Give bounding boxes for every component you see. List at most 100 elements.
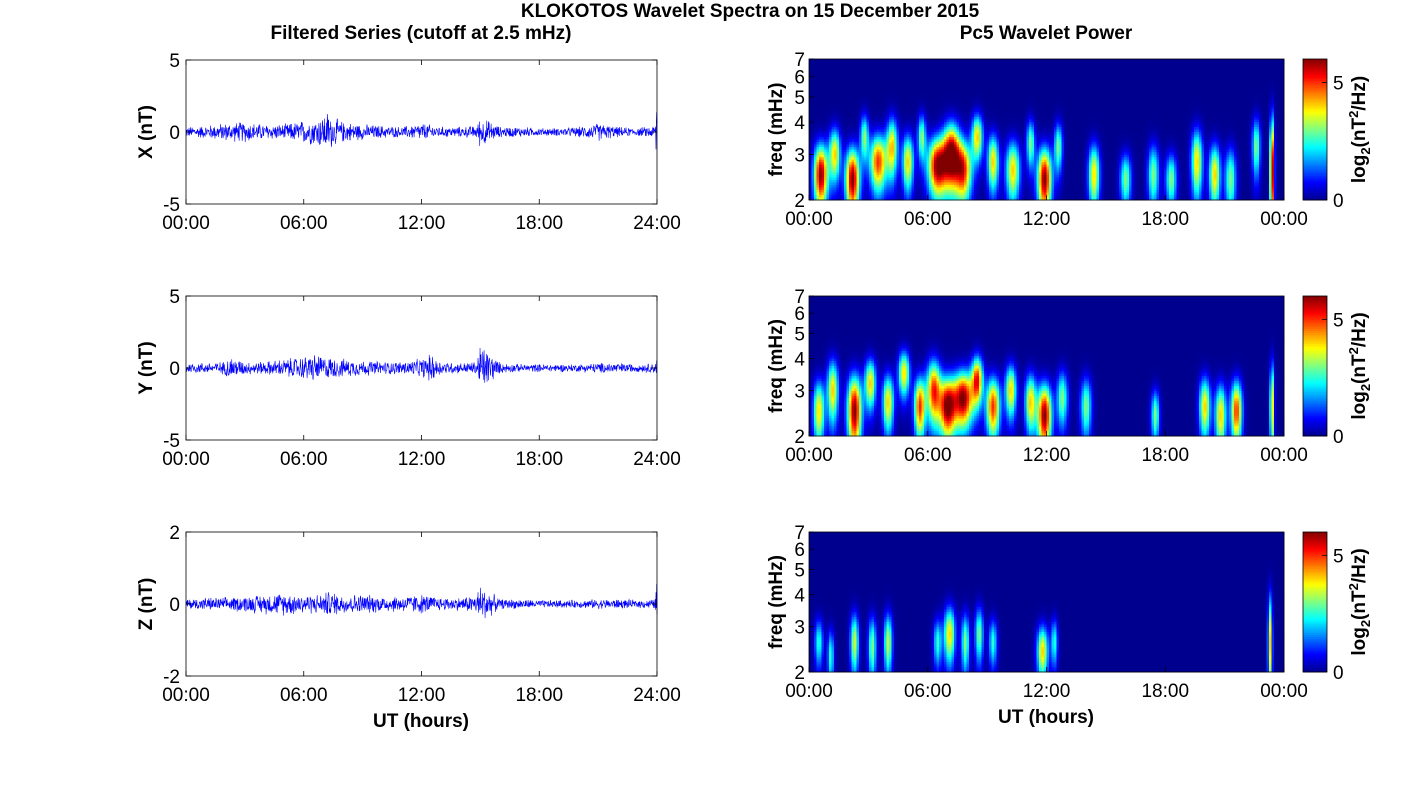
heatmap-cell — [874, 89, 877, 93]
heatmap-cell — [981, 74, 985, 78]
heatmap-cell — [984, 86, 987, 90]
heatmap-cell — [981, 96, 985, 100]
heatmap-cell — [1021, 66, 1025, 70]
heatmap-cell — [1274, 94, 1277, 98]
heatmap-cell — [1136, 69, 1140, 72]
heatmap-cell — [1151, 94, 1155, 98]
heatmap-cell — [1231, 114, 1235, 118]
heatmap-cell — [1269, 81, 1272, 85]
heatmap-cell — [1086, 64, 1090, 67]
heatmap-cell — [1124, 61, 1127, 65]
heatmap-cell — [1104, 119, 1107, 123]
x-tick-label: 24:00 — [633, 449, 681, 470]
heatmap-cell — [941, 66, 945, 70]
heatmap-cell — [846, 119, 850, 123]
heatmap-cell — [1251, 114, 1255, 118]
heatmap-cell — [1214, 106, 1217, 110]
heatmap-cell — [1066, 64, 1070, 67]
heatmap-cell — [1186, 94, 1190, 98]
heatmap-cell — [1191, 119, 1195, 123]
heatmap-cell — [819, 74, 822, 78]
heatmap-cell — [1276, 61, 1280, 65]
heatmap-cell — [896, 121, 900, 125]
heatmap-cell — [1094, 91, 1097, 95]
heatmap-cell — [944, 64, 947, 67]
heatmap-cell — [1124, 116, 1127, 120]
heatmap-cell — [1086, 81, 1090, 85]
heatmap-cell — [1089, 111, 1092, 115]
heatmap-cell — [1201, 59, 1205, 62]
heatmap-cell — [1066, 84, 1070, 88]
heatmap-cell — [1051, 111, 1055, 115]
heatmap-cell — [1006, 86, 1010, 90]
heatmap-cell — [1206, 119, 1210, 123]
heatmap-cell — [1011, 111, 1015, 115]
heatmap-cell — [1114, 114, 1117, 118]
heatmap-cell — [876, 116, 880, 120]
heatmap-cell — [811, 69, 815, 72]
heatmap-cell — [886, 81, 890, 85]
heatmap-cell — [1139, 64, 1142, 67]
heatmap-cell — [956, 99, 960, 103]
heatmap-cell — [1199, 79, 1202, 83]
heatmap-cell — [1224, 106, 1227, 110]
heatmap-cell — [919, 106, 922, 110]
heatmap-cell — [996, 89, 1000, 93]
heatmap-cell — [1096, 64, 1100, 67]
heatmap-cell — [1114, 104, 1117, 108]
heatmap-cell — [1256, 71, 1260, 75]
heatmap-cell — [1011, 114, 1015, 118]
heatmap-cell — [894, 119, 897, 123]
heatmap-cell — [1084, 96, 1087, 100]
heatmap-cell — [1231, 89, 1235, 93]
heatmap-cell — [941, 79, 945, 83]
heatmap-cell — [979, 101, 982, 105]
heatmap-cell — [1186, 96, 1190, 100]
heatmap-cell — [846, 121, 850, 125]
heatmap-cell — [941, 86, 945, 90]
heatmap-cell — [951, 119, 955, 123]
heatmap-cell — [856, 119, 860, 123]
heatmap-cell — [1061, 101, 1065, 105]
heatmap-cell — [906, 114, 910, 118]
heatmap-cell — [1154, 71, 1157, 75]
heatmap-cell — [1106, 61, 1110, 65]
heatmap-cell — [1164, 119, 1167, 123]
heatmap-cell — [1219, 99, 1222, 103]
left-column-title: Filtered Series (cutoff at 2.5 mHz) — [271, 23, 572, 44]
heatmap-cell — [1156, 69, 1160, 72]
heatmap-cell — [1209, 79, 1212, 83]
heatmap-cell — [1111, 71, 1115, 75]
heatmap-cell — [1051, 99, 1055, 103]
heatmap-cell — [841, 59, 845, 62]
heatmap-cell — [891, 106, 895, 110]
heatmap-cell — [949, 99, 952, 103]
heatmap-cell — [1109, 59, 1112, 62]
heatmap-cell — [911, 99, 915, 103]
heatmap-cell — [1059, 99, 1062, 103]
heatmap-cell — [1164, 84, 1167, 88]
heatmap-cell — [1199, 94, 1202, 98]
heatmap-cell — [906, 59, 910, 62]
heatmap-cell — [891, 116, 895, 120]
heatmap-cell — [884, 69, 887, 72]
heatmap-cell — [1006, 101, 1010, 105]
heatmap-cell — [816, 101, 820, 105]
heatmap-cell — [1034, 101, 1037, 105]
heatmap-cell — [1224, 71, 1227, 75]
heatmap-cell — [1111, 106, 1115, 110]
heatmap-cell — [846, 74, 850, 78]
heatmap-cell — [1174, 74, 1177, 78]
heatmap-cell — [1139, 71, 1142, 75]
heatmap-cell — [1224, 94, 1227, 98]
heatmap-cell — [1109, 96, 1112, 100]
heatmap-cell — [1106, 94, 1110, 98]
heatmap-cell — [856, 94, 860, 98]
heatmap-cell — [1281, 89, 1285, 93]
heatmap-cell — [1161, 59, 1165, 62]
heatmap-cell — [811, 101, 815, 105]
heatmap-cell — [816, 64, 820, 67]
heatmap-cell — [864, 89, 867, 93]
heatmap-cell — [899, 81, 902, 85]
heatmap-cell — [841, 94, 845, 98]
